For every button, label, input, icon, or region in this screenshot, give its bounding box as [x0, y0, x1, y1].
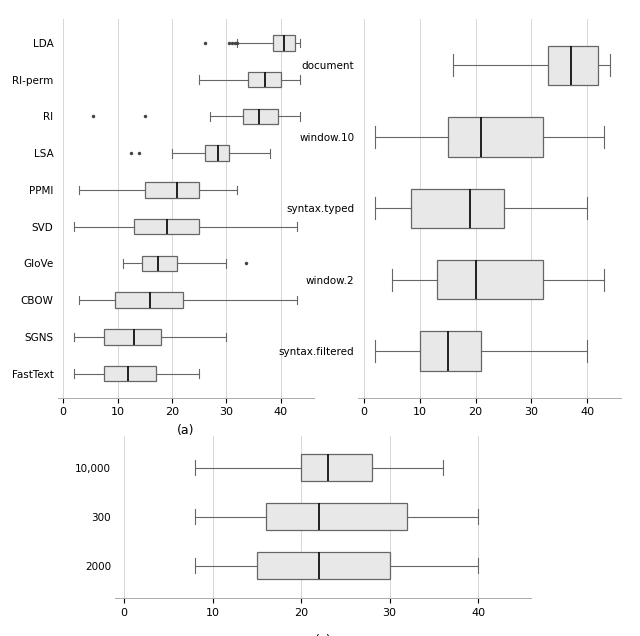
Bar	[301, 454, 372, 481]
Text: (c): (c)	[315, 633, 332, 636]
Bar	[145, 182, 199, 198]
Bar	[273, 35, 294, 51]
Bar	[115, 293, 183, 308]
Bar	[448, 117, 543, 156]
Text: (b): (b)	[481, 443, 499, 456]
Bar	[243, 109, 278, 124]
Bar	[104, 329, 161, 345]
Bar	[548, 46, 598, 85]
Bar	[436, 260, 543, 300]
Bar	[266, 503, 407, 530]
Bar	[257, 553, 390, 579]
Bar	[205, 146, 229, 161]
Text: (a): (a)	[177, 424, 195, 437]
Bar	[248, 72, 281, 87]
Bar	[104, 366, 156, 382]
Bar	[412, 189, 504, 228]
Bar	[142, 256, 177, 271]
Bar	[420, 331, 481, 371]
Bar	[134, 219, 199, 235]
